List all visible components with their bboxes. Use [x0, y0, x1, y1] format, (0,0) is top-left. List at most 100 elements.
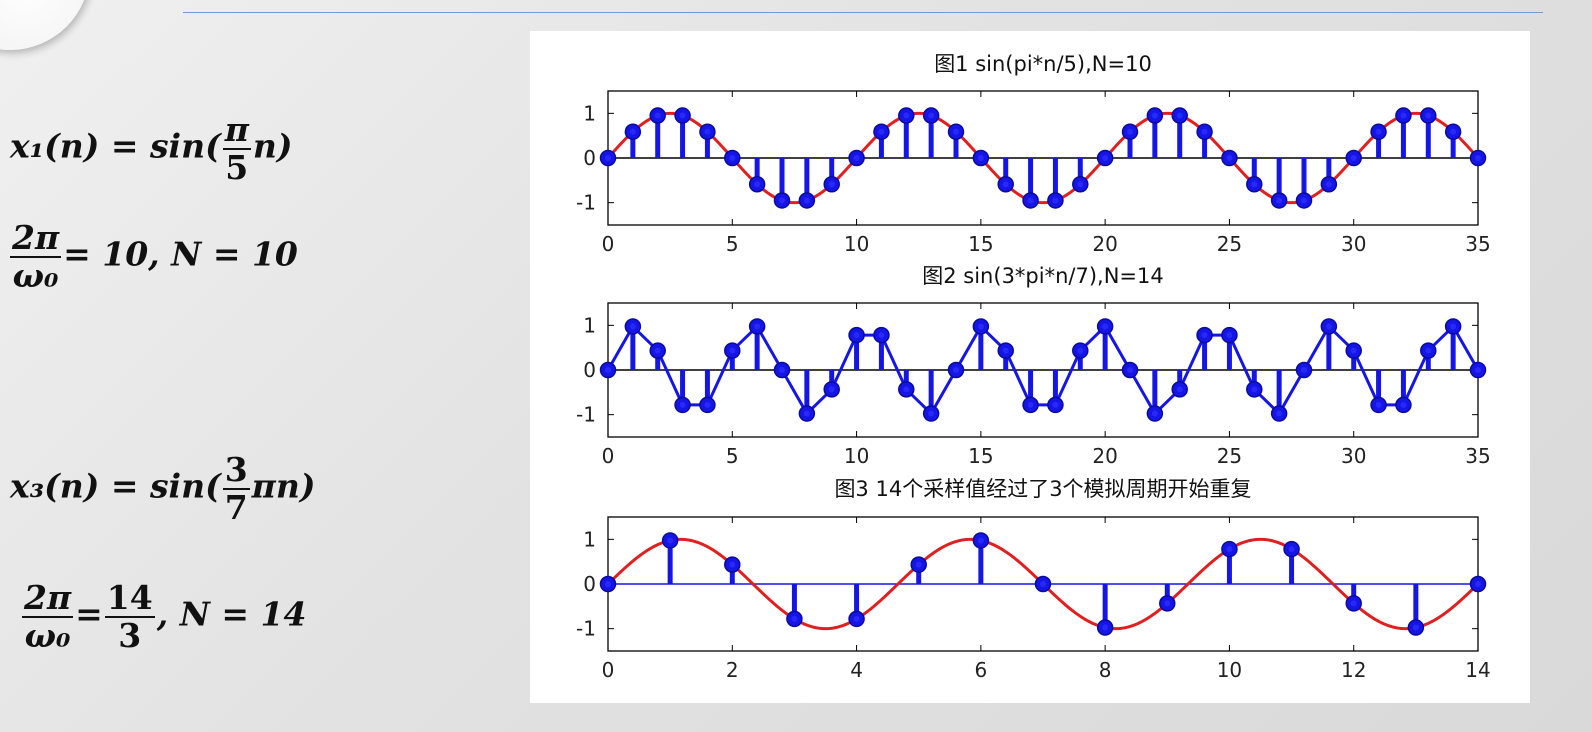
- stem-marker-core: [1002, 181, 1009, 188]
- stem-marker-core: [1288, 546, 1295, 553]
- p3-fraction-1: 2π ω₀: [22, 580, 74, 653]
- subplot-title: 图2 sin(3*pi*n/7),N=14: [922, 264, 1163, 288]
- stem-marker-core: [1077, 347, 1084, 354]
- equation-x3: x₃(n) = sin(3 7 πn): [10, 452, 315, 525]
- equation-period-3: 2π ω₀ = 14 3, N = 14: [20, 580, 306, 653]
- stem-marker-core: [1151, 112, 1158, 119]
- stem-marker-core: [1400, 112, 1407, 119]
- x-tick-label: 35: [1465, 444, 1490, 468]
- stem-marker-core: [1475, 155, 1481, 161]
- chart-panel: 图1 sin(pi*n/5),N=10 0 5 10 15 20 25 30 35 1 0 -1 图2 …: [530, 31, 1530, 703]
- stem-marker-core: [1325, 181, 1332, 188]
- y-tick-label: 0: [583, 146, 596, 170]
- title-divider: [183, 12, 1543, 13]
- stem-marker-core: [903, 112, 910, 119]
- stem-marker-core: [1201, 332, 1208, 339]
- stem-marker-core: [928, 112, 935, 119]
- y-tick-label: 1: [583, 527, 596, 551]
- stem-marker-core: [828, 386, 835, 393]
- stem-marker-core: [803, 197, 810, 204]
- stem-marker-core: [1301, 197, 1307, 204]
- stem-marker-core: [654, 112, 661, 119]
- stem-marker-core: [1375, 401, 1382, 408]
- stem-marker-core: [754, 323, 761, 330]
- stem-marker-core: [704, 401, 711, 408]
- stem-marker-core: [1251, 181, 1258, 188]
- stem-marker-core: [1276, 197, 1283, 204]
- x1-frac-num: π: [222, 110, 251, 150]
- stem-marker-core: [729, 155, 736, 161]
- stem-marker-core: [1276, 410, 1283, 417]
- x-tick-label: 2: [726, 658, 739, 682]
- stem-marker-core: [679, 112, 686, 119]
- stem-marker-core: [679, 401, 686, 408]
- stem-marker-core: [1412, 624, 1419, 631]
- stem-marker-core: [1127, 367, 1133, 373]
- stem-marker-core: [1475, 581, 1481, 587]
- stem-marker-core: [1375, 128, 1382, 135]
- stem-marker-core: [1077, 181, 1084, 188]
- stem-marker-core: [791, 615, 798, 622]
- stem-marker-core: [1400, 401, 1407, 408]
- stem-marker-core: [1226, 546, 1233, 553]
- stem-marker-core: [1425, 112, 1432, 119]
- stem-marker-core: [1226, 155, 1233, 161]
- stem-marker-core: [779, 367, 785, 373]
- stem-marker-core: [1176, 386, 1183, 393]
- x-tick-label: 12: [1341, 658, 1366, 682]
- stem-marker-core: [1301, 367, 1307, 373]
- p3-frac2-den: 3: [118, 615, 142, 655]
- stem-marker-core: [878, 332, 885, 339]
- x1-tail: n): [252, 126, 293, 166]
- p3-eq: =: [75, 594, 103, 634]
- x-tick-label: 10: [1217, 658, 1242, 682]
- stem-marker-core: [605, 367, 611, 373]
- stem-marker-core: [729, 347, 736, 354]
- x-tick-label: 20: [1092, 444, 1117, 468]
- stem-marker-core: [977, 537, 984, 544]
- stem-marker-core: [1164, 600, 1171, 607]
- stem-marker-core: [629, 323, 636, 330]
- stem-marker-core: [729, 561, 736, 568]
- x-tick-label: 20: [1092, 232, 1117, 256]
- x-tick-label: 10: [844, 232, 869, 256]
- stem-marker-core: [878, 128, 885, 135]
- stem-marker-core: [1350, 347, 1357, 354]
- stem-marker-core: [803, 410, 810, 417]
- stem-marker-core: [915, 561, 922, 568]
- stem-marker-core: [1176, 112, 1183, 119]
- stem-plots: 图1 sin(pi*n/5),N=100 5 10 15 20 25 30 3510-1图2 …: [576, 52, 1491, 682]
- x-tick-label: 35: [1465, 232, 1490, 256]
- corner-decoration: [0, 0, 90, 50]
- x-tick-label: 15: [968, 444, 993, 468]
- x-tick-label: 0: [602, 232, 615, 256]
- y-tick-label: 0: [583, 572, 596, 596]
- stem-marker-core: [1102, 155, 1109, 161]
- stem-marker-core: [1102, 323, 1109, 330]
- x-tick-label: 0: [602, 444, 615, 468]
- stem-marker-core: [1450, 323, 1457, 330]
- p1-frac-den: ω₀: [12, 255, 59, 295]
- x1-lhs: x₁(n) = sin(: [10, 126, 221, 166]
- x3-frac-num: 3: [222, 450, 250, 490]
- subplot-title: 图1 sin(pi*n/5),N=10: [934, 52, 1152, 76]
- stem-marker-core: [1052, 401, 1059, 408]
- x-tick-label: 8: [1099, 658, 1112, 682]
- stem-marker-core: [1226, 332, 1233, 339]
- equation-period-1: 2π ω₀ = 10, N = 10: [8, 220, 298, 293]
- x-tick-label: 4: [850, 658, 863, 682]
- x-tick-label: 6: [974, 658, 987, 682]
- x-tick-label: 25: [1217, 232, 1242, 256]
- stem-marker-core: [828, 181, 835, 188]
- stem-marker-core: [1027, 401, 1034, 408]
- stem-marker-core: [754, 181, 761, 188]
- stem-marker-core: [853, 615, 860, 622]
- p1-tail: = 10, N = 10: [63, 234, 298, 274]
- stem-marker-core: [1127, 128, 1133, 135]
- stem-marker-core: [853, 155, 860, 161]
